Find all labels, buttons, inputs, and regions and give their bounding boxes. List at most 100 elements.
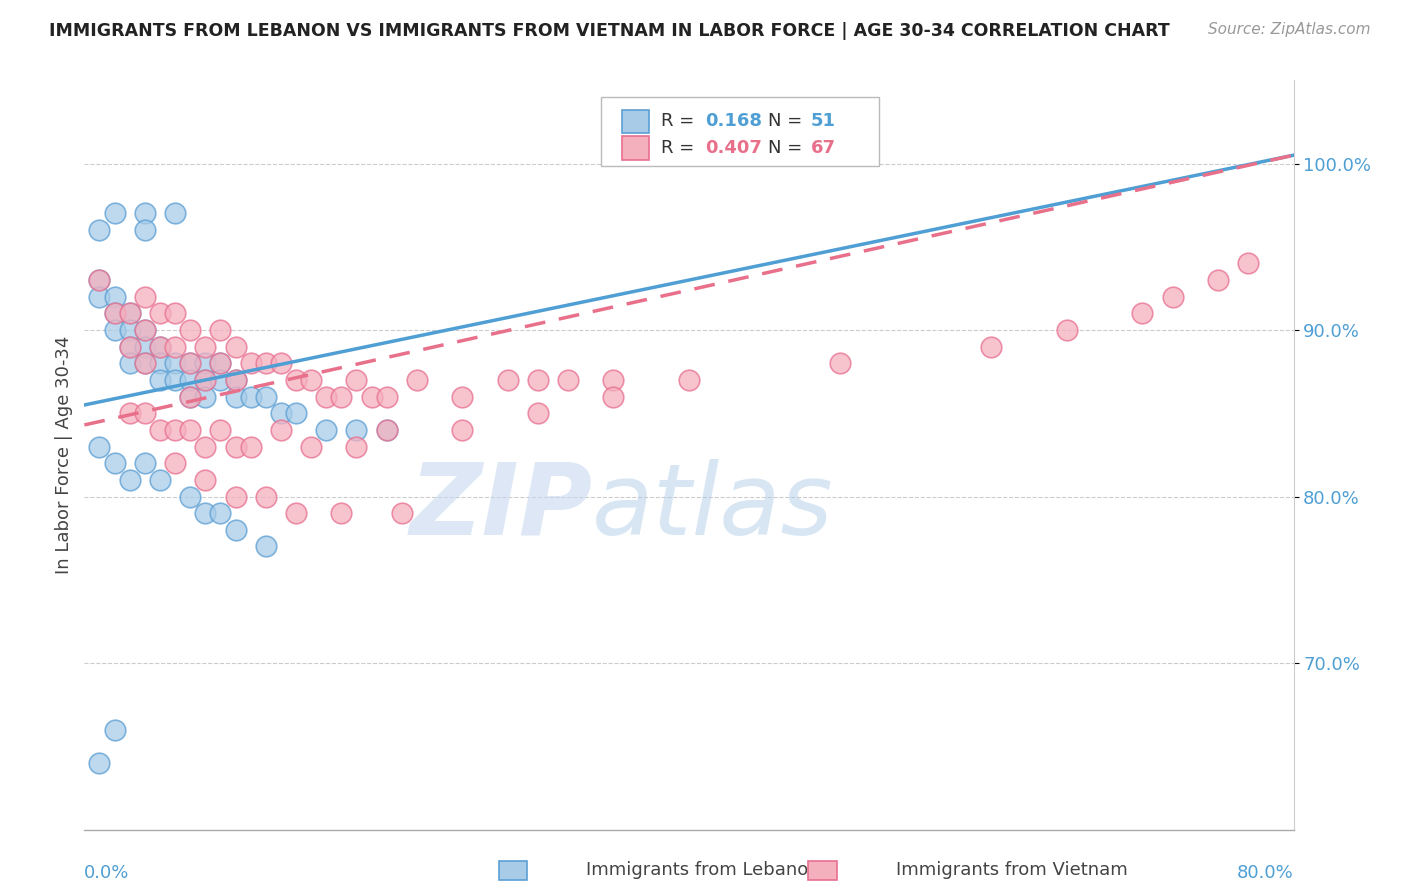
Point <box>134 340 156 354</box>
Text: R =: R = <box>661 139 700 157</box>
Point <box>315 423 337 437</box>
Y-axis label: In Labor Force | Age 30-34: In Labor Force | Age 30-34 <box>55 335 73 574</box>
Point <box>104 723 127 737</box>
Text: Immigrants from Vietnam: Immigrants from Vietnam <box>897 861 1128 879</box>
Point <box>451 390 474 404</box>
Point <box>89 273 111 287</box>
Point <box>527 406 550 420</box>
Point <box>602 390 624 404</box>
Point <box>134 323 156 337</box>
Point <box>104 306 127 320</box>
Point <box>980 340 1002 354</box>
Point <box>254 390 277 404</box>
Point <box>104 323 127 337</box>
Point <box>451 423 474 437</box>
Point <box>89 440 111 454</box>
Point <box>330 506 353 520</box>
Point <box>118 406 141 420</box>
Point <box>134 356 156 370</box>
Text: ZIP: ZIP <box>409 458 592 556</box>
Point <box>194 506 217 520</box>
Point <box>254 540 277 554</box>
Point <box>209 506 232 520</box>
Point <box>194 440 217 454</box>
Text: atlas: atlas <box>592 458 834 556</box>
Point <box>254 490 277 504</box>
Point <box>134 356 156 370</box>
Text: 67: 67 <box>811 139 837 157</box>
Point <box>285 506 308 520</box>
Point <box>1130 306 1153 320</box>
Point <box>149 340 172 354</box>
Point <box>360 390 382 404</box>
Point <box>104 456 127 470</box>
Point <box>104 206 127 220</box>
Point <box>315 390 337 404</box>
Point <box>225 490 247 504</box>
Point <box>678 373 700 387</box>
Point <box>104 306 127 320</box>
Point <box>1161 290 1184 304</box>
Point <box>118 356 141 370</box>
Point <box>149 373 172 387</box>
Point <box>118 340 141 354</box>
Text: N =: N = <box>768 112 807 130</box>
Point <box>225 340 247 354</box>
Point <box>165 306 187 320</box>
Point <box>375 423 398 437</box>
FancyBboxPatch shape <box>600 96 879 167</box>
Point <box>134 290 156 304</box>
Point <box>285 373 308 387</box>
Point <box>134 206 156 220</box>
Point <box>239 390 262 404</box>
Text: R =: R = <box>661 112 700 130</box>
Point <box>134 406 156 420</box>
Point <box>225 373 247 387</box>
Point <box>165 206 187 220</box>
Point <box>89 756 111 770</box>
Point <box>830 356 852 370</box>
Point <box>165 373 187 387</box>
Point <box>557 373 579 387</box>
Text: IMMIGRANTS FROM LEBANON VS IMMIGRANTS FROM VIETNAM IN LABOR FORCE | AGE 30-34 CO: IMMIGRANTS FROM LEBANON VS IMMIGRANTS FR… <box>49 22 1170 40</box>
Point <box>118 340 141 354</box>
Point <box>149 340 172 354</box>
Point <box>225 523 247 537</box>
Point <box>285 406 308 420</box>
Point <box>346 440 368 454</box>
Point <box>391 506 413 520</box>
Point <box>346 423 368 437</box>
Text: 0.407: 0.407 <box>704 139 762 157</box>
Bar <box>623 136 650 160</box>
Point <box>179 356 201 370</box>
Point <box>346 373 368 387</box>
Point <box>225 440 247 454</box>
Point <box>209 373 232 387</box>
Point <box>496 373 519 387</box>
Point <box>209 323 232 337</box>
Bar <box>623 110 650 134</box>
Point <box>149 306 172 320</box>
Point <box>254 356 277 370</box>
Point <box>165 456 187 470</box>
Point <box>104 290 127 304</box>
Point <box>165 340 187 354</box>
Text: 80.0%: 80.0% <box>1237 864 1294 882</box>
Point <box>118 473 141 487</box>
Point <box>179 490 201 504</box>
Point <box>209 356 232 370</box>
Point <box>209 423 232 437</box>
Point <box>165 356 187 370</box>
Point <box>89 273 111 287</box>
Point <box>149 423 172 437</box>
Point <box>134 456 156 470</box>
Point <box>134 323 156 337</box>
Point <box>225 373 247 387</box>
Point <box>225 390 247 404</box>
Point <box>299 373 322 387</box>
Text: Immigrants from Lebanon: Immigrants from Lebanon <box>586 861 820 879</box>
Point <box>209 356 232 370</box>
Point <box>1056 323 1078 337</box>
Point <box>134 223 156 237</box>
Point <box>179 373 201 387</box>
